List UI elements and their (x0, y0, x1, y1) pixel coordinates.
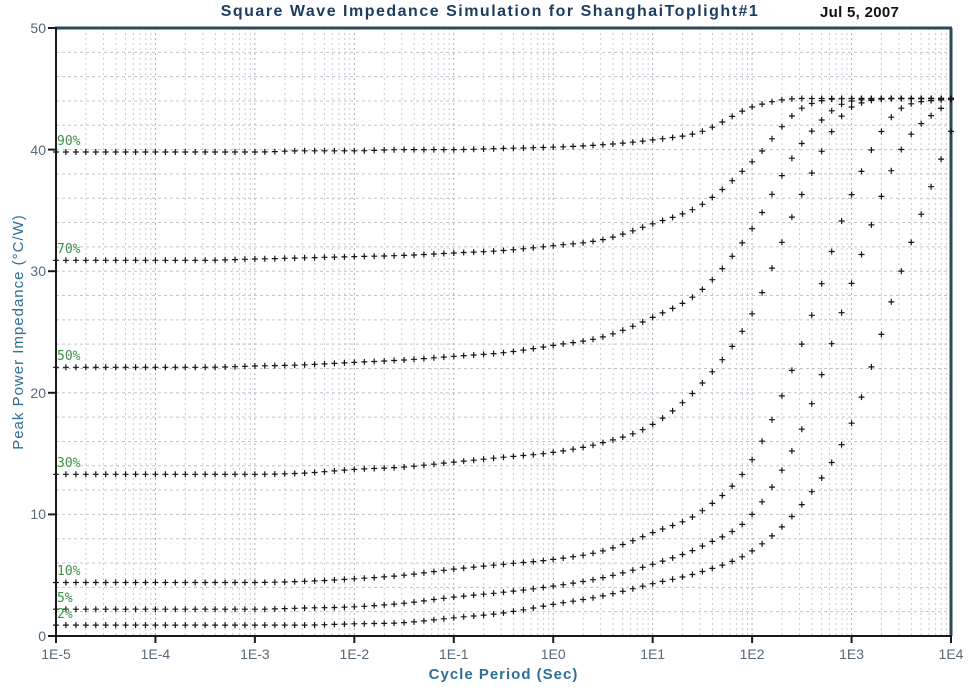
chart-title: Square Wave Impedance Simulation for Sha… (220, 3, 760, 20)
x-tick-label: 1E4 (938, 646, 964, 662)
chart-date: Jul 5, 2007 (820, 4, 900, 21)
x-tick-label: 1E-3 (240, 646, 270, 662)
x-tick-label: 1E1 (640, 646, 666, 662)
series-label-5: 5% (57, 591, 73, 607)
series-70-markers (53, 95, 954, 264)
series-label-2: 2% (57, 607, 73, 623)
x-tick-label: 1E2 (739, 646, 765, 662)
y-tick-label: 40 (30, 141, 46, 158)
x-tick-label: 1E-5 (41, 646, 71, 662)
y-tick-label: 30 (30, 263, 46, 280)
x-tick-label: 1E-1 (438, 646, 469, 662)
series-label-50: 50% (57, 349, 81, 365)
x-axis-title: Cycle Period (Sec) (428, 666, 579, 683)
y-tick-label: 20 (30, 384, 46, 401)
y-tick-label: 0 (38, 628, 46, 644)
series-10-markers (53, 95, 954, 586)
series-label-70: 70% (57, 242, 81, 258)
x-tick-label: 1E-2 (339, 646, 370, 662)
x-tick-label: 1E3 (839, 646, 864, 662)
series-50-markers (53, 95, 954, 371)
series-30-markers (53, 95, 954, 478)
y-tick-label: 50 (30, 20, 46, 36)
series-label-30: 30% (57, 456, 81, 472)
y-tick-label: 10 (30, 506, 46, 523)
series-5-markers (53, 96, 954, 613)
series-2-markers (53, 128, 954, 629)
series-label-10: 10% (57, 564, 81, 580)
series-label-90: 90% (57, 134, 81, 150)
x-tick-label: 1E-4 (140, 646, 171, 662)
x-tick-label: 1E0 (540, 646, 566, 662)
